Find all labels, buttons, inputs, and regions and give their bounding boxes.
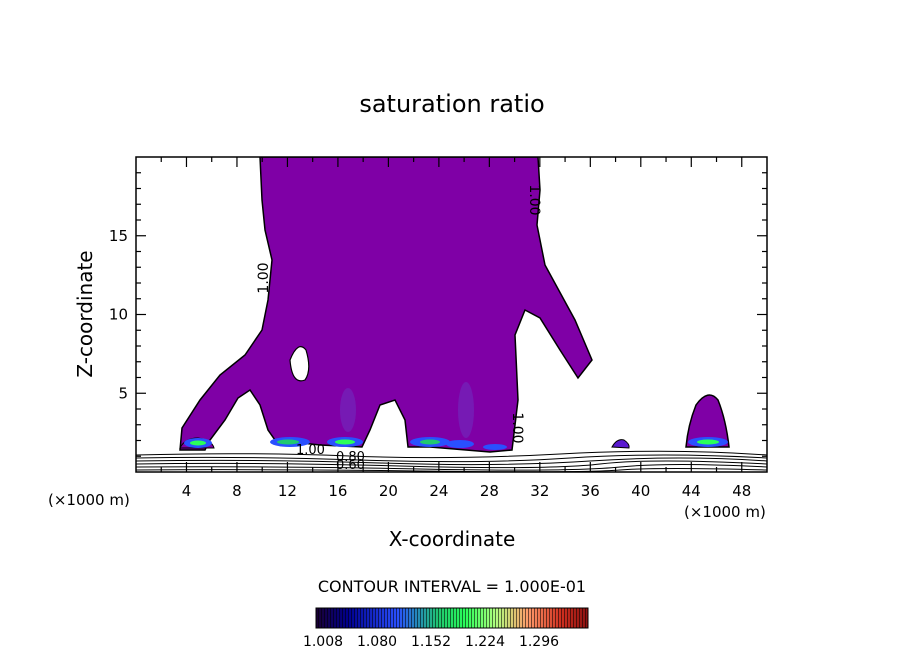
x-tick-label: 16	[328, 482, 347, 500]
contour-interval-text: CONTOUR INTERVAL = 1.000E-01	[318, 577, 586, 596]
plot-area: 1.00 1.00 1.00 1.00 0.80 0.60	[136, 157, 767, 473]
cloud-hole	[289, 346, 310, 382]
colorbar-stripes	[316, 608, 588, 628]
x-tick-label: 20	[379, 482, 398, 500]
x-tick-label: 44	[682, 482, 701, 500]
x-tick-label: 12	[278, 482, 297, 500]
x-tick-label: 4	[182, 482, 192, 500]
cloud-region-right	[685, 394, 730, 448]
x-tick-label: 24	[429, 482, 448, 500]
chart-title: saturation ratio	[359, 90, 544, 118]
contour-label: 1.00	[526, 184, 542, 215]
cloud-region-main	[179, 157, 593, 453]
contour-label: 1.00	[256, 262, 272, 293]
x-tick-label: 40	[631, 482, 650, 500]
x-tick-label: 36	[581, 482, 600, 500]
colorbar-tick-label: 1.008	[303, 634, 343, 650]
x-tick-label: 48	[732, 482, 751, 500]
contour-label: 1.00	[509, 412, 525, 443]
colorbar-tick-label: 1.080	[357, 634, 397, 650]
colorbar-tick-label: 1.152	[411, 634, 451, 650]
colorbar-tick-label: 1.224	[465, 634, 505, 650]
colorbar-tick-label: 1.296	[519, 634, 559, 650]
x-tick-label: 32	[530, 482, 549, 500]
contour-label: 0.60	[336, 458, 365, 473]
cloud-region-38	[611, 439, 630, 449]
y-tick-label: 15	[109, 227, 128, 245]
x-unit-label-right: (×1000 m)	[684, 503, 766, 521]
y-tick-label: 5	[118, 384, 128, 402]
contour-label: 1.00	[296, 443, 325, 458]
x-axis-title: X-coordinate	[389, 527, 516, 551]
y-tick-label: 10	[109, 306, 128, 324]
cloud-cores	[184, 382, 728, 450]
x-unit-label-left: (×1000 m)	[48, 491, 130, 509]
colorbar-tick-labels: 1.008 1.080 1.152 1.224 1.296	[303, 634, 559, 650]
contour-label: 0.80	[336, 450, 365, 465]
y-axis-title: Z-coordinate	[73, 250, 97, 377]
x-tick-label: 28	[480, 482, 499, 500]
ground-contours	[136, 450, 767, 472]
x-tick-label: 8	[232, 482, 242, 500]
